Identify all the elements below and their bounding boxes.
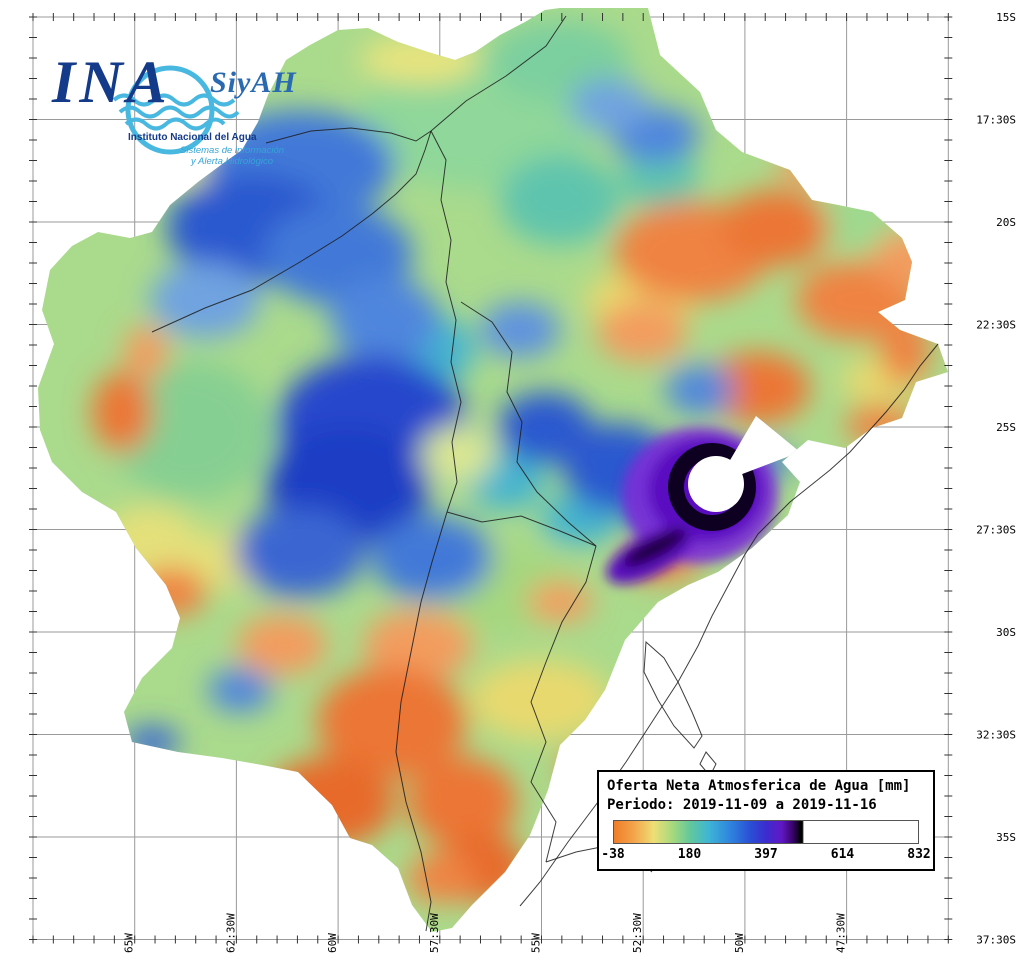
logo-system-line1: Sistemas de información [180,145,285,156]
lat-label: 32:30S [976,729,1016,742]
lon-label: 60W [326,933,339,953]
ina-logo: INA SiyAH Instituto Nacional del Agua Si… [52,46,317,167]
lat-label: 27:30S [976,524,1016,537]
legend-title: Oferta Neta Atmosferica de Agua [mm] [607,778,911,794]
legend-tick: 614 [830,847,855,862]
lon-label: 52:30W [631,913,644,953]
lon-label: 55W [530,933,543,953]
lat-label: 35S [996,831,1016,844]
legend-colorbar [613,820,919,844]
max-black-ring [668,443,756,531]
legend-tick: 397 [754,847,778,862]
max-white-core [688,456,744,512]
legend-tick: -38 [601,847,625,862]
lat-label: 25S [996,421,1016,434]
lat-label: 37:30S [976,934,1016,947]
legend-tick: 832 [907,847,931,862]
legend-bar-wrap: -38 180 397 614 832 [601,820,931,863]
lat-label: 30S [996,626,1016,639]
logo-ina-text: INA [52,49,171,115]
logo-institute-text: Instituto Nacional del Agua [128,132,257,143]
longitude-labels: 65W 62:30W 60W 57:30W 55W 52:30W 50W 47:30W [123,913,848,953]
legend-period: Periodo: 2019-11-09 a 2019-11-16 [607,797,877,813]
logo-system-line2: y Alerta Hidrológico [191,156,274,167]
logo-system-text: Sistemas de información y Alerta Hidroló… [180,145,284,167]
latitude-labels: 15S 17:30S 20S 22:30S 25S 27:30S 30S 32:30S 35S 3… [976,11,1016,947]
frame-ticks [29,13,953,944]
lat-label: 22:30S [976,319,1016,332]
lon-label: 57:30W [428,913,441,953]
lat-label: 17:30S [976,114,1016,127]
legend-tick-row: -38 180 397 614 832 [601,846,930,863]
logo-waves-icon [112,65,240,155]
lon-label: 65W [123,933,136,953]
logo-siyah-text: SiyAH [210,66,297,99]
lon-label: 47:30W [835,913,848,953]
lat-label: 15S [996,11,1016,24]
lon-label: 62:30W [224,913,237,953]
lat-label: 20S [996,216,1016,229]
legend: Oferta Neta Atmosferica de Agua [mm] Per… [597,770,935,871]
lon-label: 50W [733,933,746,953]
legend-tick: 180 [677,847,702,862]
